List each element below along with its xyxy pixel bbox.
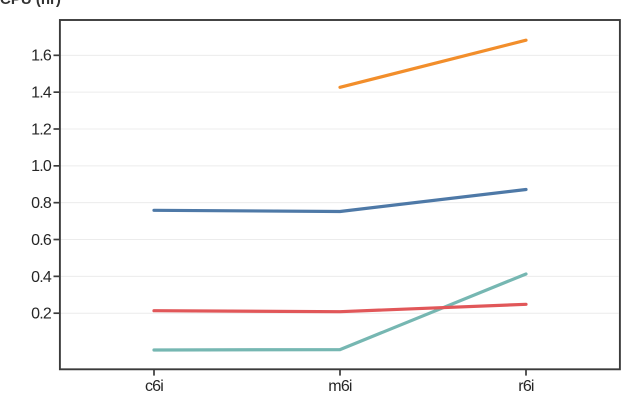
svg-text:0.8: 0.8 bbox=[31, 195, 52, 212]
svg-text:0.4: 0.4 bbox=[31, 269, 52, 286]
svg-text:c6i: c6i bbox=[145, 378, 163, 395]
svg-text:r6i: r6i bbox=[518, 378, 534, 395]
svg-text:m6i: m6i bbox=[328, 378, 352, 395]
svg-text:1.2: 1.2 bbox=[31, 121, 52, 138]
svg-text:1.4: 1.4 bbox=[31, 85, 52, 102]
svg-text:0.2: 0.2 bbox=[31, 306, 52, 323]
svg-text:0.6: 0.6 bbox=[31, 232, 52, 249]
svg-text:1.0: 1.0 bbox=[31, 158, 52, 175]
svg-text:1.6: 1.6 bbox=[31, 48, 52, 65]
